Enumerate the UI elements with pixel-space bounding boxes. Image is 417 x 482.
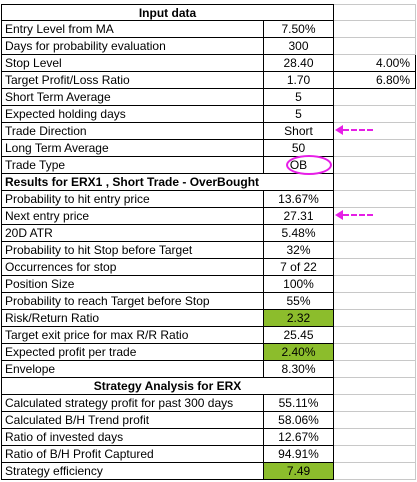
row-value-risk-return[interactable]: 2.32 [264,310,334,327]
row-label-trade-type[interactable]: Trade Type [1,157,264,174]
row-extra-expected-profit[interactable] [334,344,416,361]
row-label-bh-profit[interactable]: Calculated B/H Trend profit [1,412,264,429]
row-value-bh-profit[interactable]: 58.06% [264,412,334,429]
row-label-prob-entry[interactable]: Probability to hit entry price [1,191,264,208]
empty-cell[interactable] [334,174,416,191]
highlight-ellipse [286,155,332,175]
row-value-target-exit[interactable]: 25.45 [264,327,334,344]
row-label-risk-return[interactable]: Risk/Return Ratio [1,310,264,327]
arrow-trade-direction [343,129,373,131]
row-extra-prob-target[interactable] [334,293,416,310]
row-value-holding-days[interactable]: 5 [264,106,334,123]
row-extra-target-ratio[interactable]: 6.80% [334,72,416,89]
row-value-atr[interactable]: 5.48% [264,225,334,242]
row-label-target-ratio[interactable]: Target Profit/Loss Ratio [1,72,264,89]
row-label-entry-level[interactable]: Entry Level from MA [1,21,264,38]
row-extra-invested-days[interactable] [334,429,416,446]
row-value-occurrences[interactable]: 7 of 22 [264,259,334,276]
row-extra-bh-captured[interactable] [334,446,416,463]
row-label-target-exit[interactable]: Target exit price for max R/R Ratio [1,327,264,344]
row-value-entry-level[interactable]: 7.50% [264,21,334,38]
row-value-expected-profit[interactable]: 2.40% [264,344,334,361]
row-label-expected-profit[interactable]: Expected profit per trade [1,344,264,361]
arrow-head-icon [335,210,343,220]
row-label-position-size[interactable]: Position Size [1,276,264,293]
row-label-strategy-efficiency[interactable]: Strategy efficiency [1,463,264,480]
row-label-envelope[interactable]: Envelope [1,361,264,378]
empty-cell[interactable] [334,378,416,395]
row-label-atr[interactable]: 20D ATR [1,225,264,242]
row-label-short-avg[interactable]: Short Term Average [1,89,264,106]
row-extra-occurrences[interactable] [334,259,416,276]
row-extra-prob-entry[interactable] [334,191,416,208]
row-extra-next-entry[interactable] [334,208,416,225]
row-label-holding-days[interactable]: Expected holding days [1,106,264,123]
row-label-next-entry[interactable]: Next entry price [1,208,264,225]
row-extra-risk-return[interactable] [334,310,416,327]
row-label-invested-days[interactable]: Ratio of invested days [1,429,264,446]
section-header-strategy: Strategy Analysis for ERX [1,378,334,395]
row-extra-strategy-profit[interactable] [334,395,416,412]
row-value-days-eval[interactable]: 300 [264,38,334,55]
row-label-prob-target[interactable]: Probability to reach Target before Stop [1,293,264,310]
row-extra-bh-profit[interactable] [334,412,416,429]
empty-cell[interactable] [334,4,416,21]
row-extra-long-avg[interactable] [334,140,416,157]
row-value-prob-target[interactable]: 55% [264,293,334,310]
row-value-short-avg[interactable]: 5 [264,89,334,106]
row-value-prob-stop[interactable]: 32% [264,242,334,259]
row-value-stop-level[interactable]: 28.40 [264,55,334,72]
row-value-prob-entry[interactable]: 13.67% [264,191,334,208]
row-label-days-eval[interactable]: Days for probability evaluation [1,38,264,55]
row-extra-stop-level[interactable]: 4.00% [334,55,416,72]
row-label-strategy-profit[interactable]: Calculated strategy profit for past 300 … [1,395,264,412]
row-extra-atr[interactable] [334,225,416,242]
row-extra-target-exit[interactable] [334,327,416,344]
row-label-trade-direction[interactable]: Trade Direction [1,123,264,140]
row-value-target-ratio[interactable]: 1.70 [264,72,334,89]
row-extra-days-eval[interactable] [334,38,416,55]
row-extra-trade-direction[interactable] [334,123,416,140]
section-header-input: Input data [1,4,334,21]
row-value-trade-direction[interactable]: Short [264,123,334,140]
row-value-long-avg[interactable]: 50 [264,140,334,157]
arrow-next-entry [343,214,373,216]
row-value-strategy-profit[interactable]: 55.11% [264,395,334,412]
row-value-envelope[interactable]: 8.30% [264,361,334,378]
row-extra-entry-level[interactable] [334,21,416,38]
row-value-invested-days[interactable]: 12.67% [264,429,334,446]
row-value-strategy-efficiency[interactable]: 7.49 [264,463,334,480]
row-extra-strategy-efficiency[interactable] [334,463,416,480]
row-value-next-entry[interactable]: 27.31 [264,208,334,225]
arrow-head-icon [335,125,343,135]
row-extra-prob-stop[interactable] [334,242,416,259]
row-extra-position-size[interactable] [334,276,416,293]
row-label-stop-level[interactable]: Stop Level [1,55,264,72]
section-header-results: Results for ERX1 , Short Trade - OverBou… [1,174,334,191]
row-extra-trade-type[interactable] [334,157,416,174]
row-extra-short-avg[interactable] [334,89,416,106]
row-extra-envelope[interactable] [334,361,416,378]
row-label-occurrences[interactable]: Occurrences for stop [1,259,264,276]
row-label-long-avg[interactable]: Long Term Average [1,140,264,157]
row-extra-holding-days[interactable] [334,106,416,123]
row-value-bh-captured[interactable]: 94.91% [264,446,334,463]
row-value-position-size[interactable]: 100% [264,276,334,293]
row-label-prob-stop[interactable]: Probability to hit Stop before Target [1,242,264,259]
row-label-bh-captured[interactable]: Ratio of B/H Profit Captured [1,446,264,463]
